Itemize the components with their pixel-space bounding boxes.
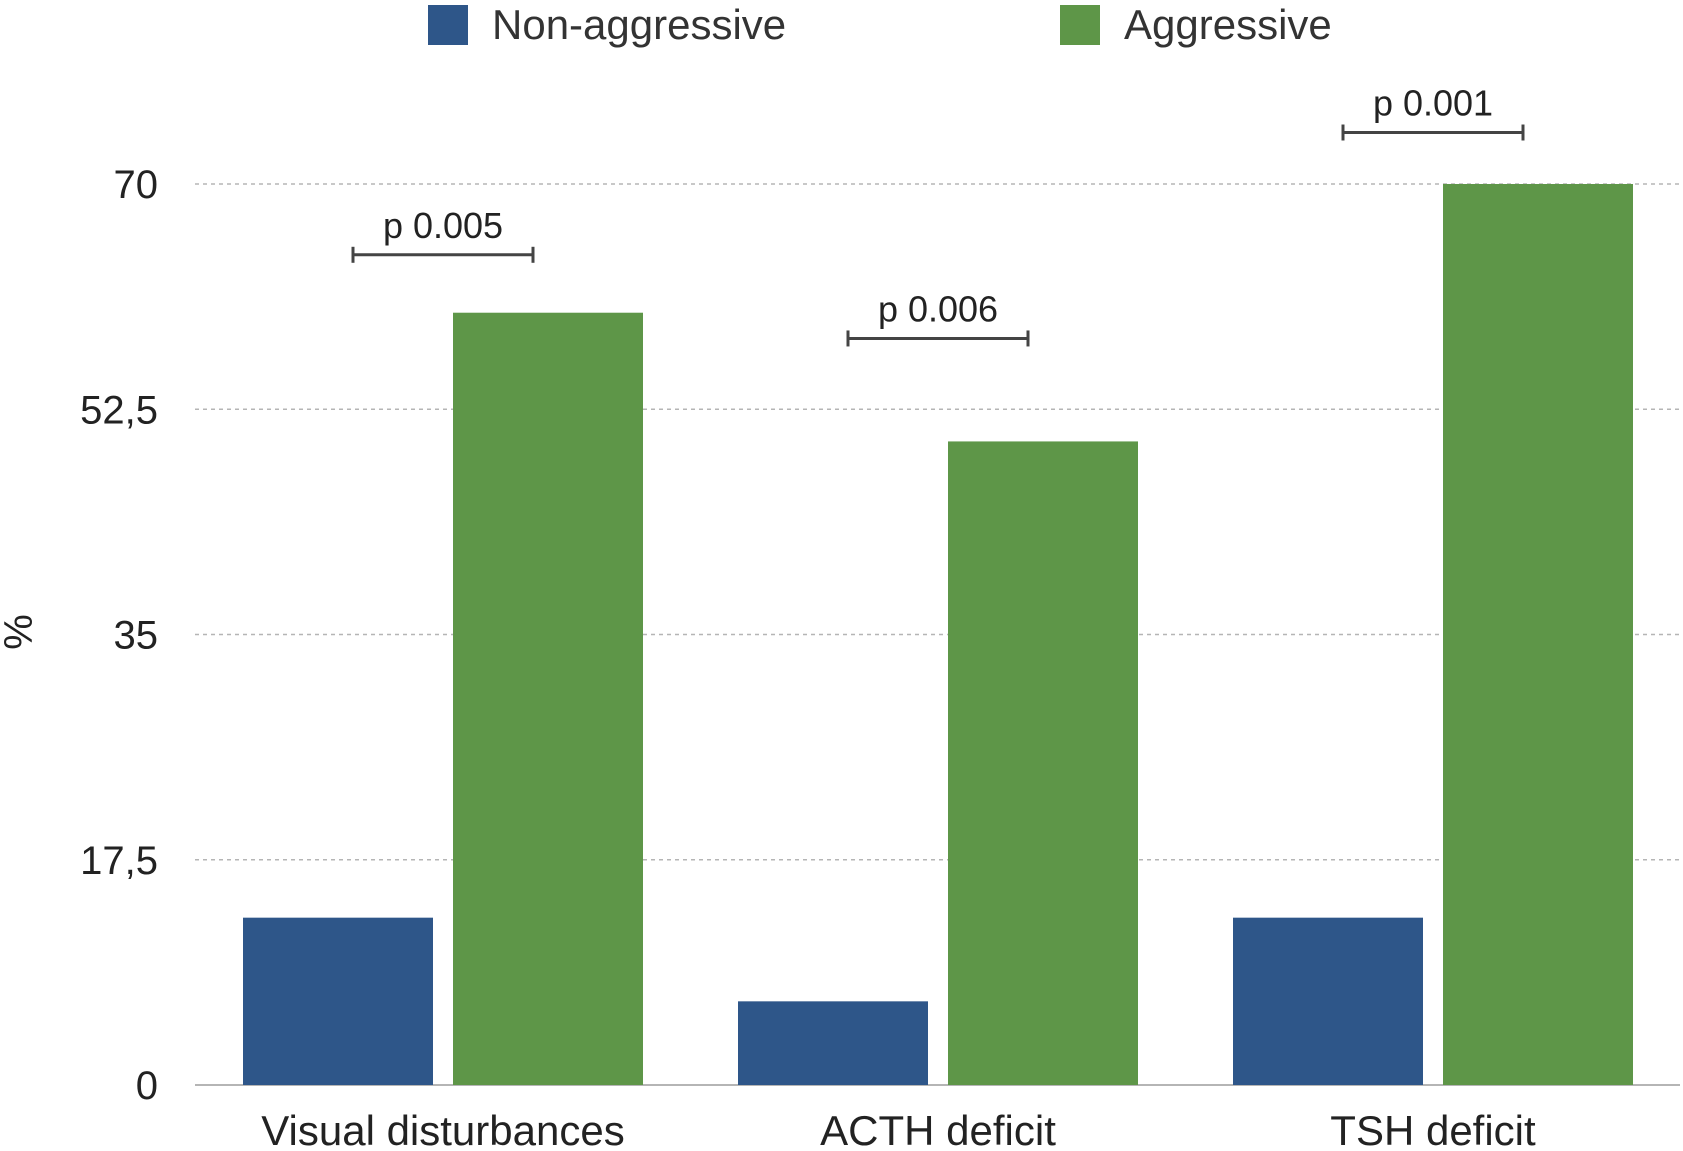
bar-visual-disturbances-non-aggressive [243,917,433,1085]
bar-visual-disturbances-aggressive [453,312,643,1085]
significance-bracket-visual-disturbances: p 0.005 [351,205,535,263]
x-category-label: Visual disturbances [261,1107,624,1151]
bar-tsh-deficit-aggressive [1443,184,1633,1085]
p-value-label: p 0.001 [1373,83,1493,124]
y-tick-label: 35 [114,614,159,658]
x-axis-categories: Visual disturbances ACTH deficit TSH defic… [261,1107,1536,1151]
bar-acth-deficit-aggressive [948,441,1138,1085]
p-value-label: p 0.006 [878,288,998,329]
y-tick-label: 17,5 [80,839,158,883]
significance-bracket-tsh-deficit: p 0.001 [1341,83,1525,141]
p-value-label: p 0.005 [383,205,503,246]
legend-label: Non-aggressive [492,1,786,48]
legend-label: Aggressive [1124,1,1332,48]
x-category-label: TSH deficit [1330,1107,1536,1151]
legend-item-aggressive: Aggressive [1060,1,1332,48]
legend: Non-aggressive Aggressive [428,1,1332,48]
bars [243,184,1633,1085]
bar-acth-deficit-non-aggressive [738,1001,928,1085]
y-tick-label: 70 [114,163,159,207]
gridlines [195,183,1680,1086]
legend-item-non-aggressive: Non-aggressive [428,1,786,48]
y-tick-label: 52,5 [80,388,158,432]
significance-bracket-acth-deficit: p 0.006 [846,288,1030,347]
legend-swatch [428,5,468,45]
y-tick-label: 0 [136,1064,158,1108]
significance-annotations: p 0.005 p 0.006 p 0.001 [351,83,1525,347]
x-category-label: ACTH deficit [820,1107,1056,1151]
bar-tsh-deficit-non-aggressive [1233,917,1423,1085]
legend-swatch [1060,5,1100,45]
y-axis-ticks: 0 17,5 35 52,5 70 [80,163,158,1108]
y-axis-title: % [0,614,41,650]
